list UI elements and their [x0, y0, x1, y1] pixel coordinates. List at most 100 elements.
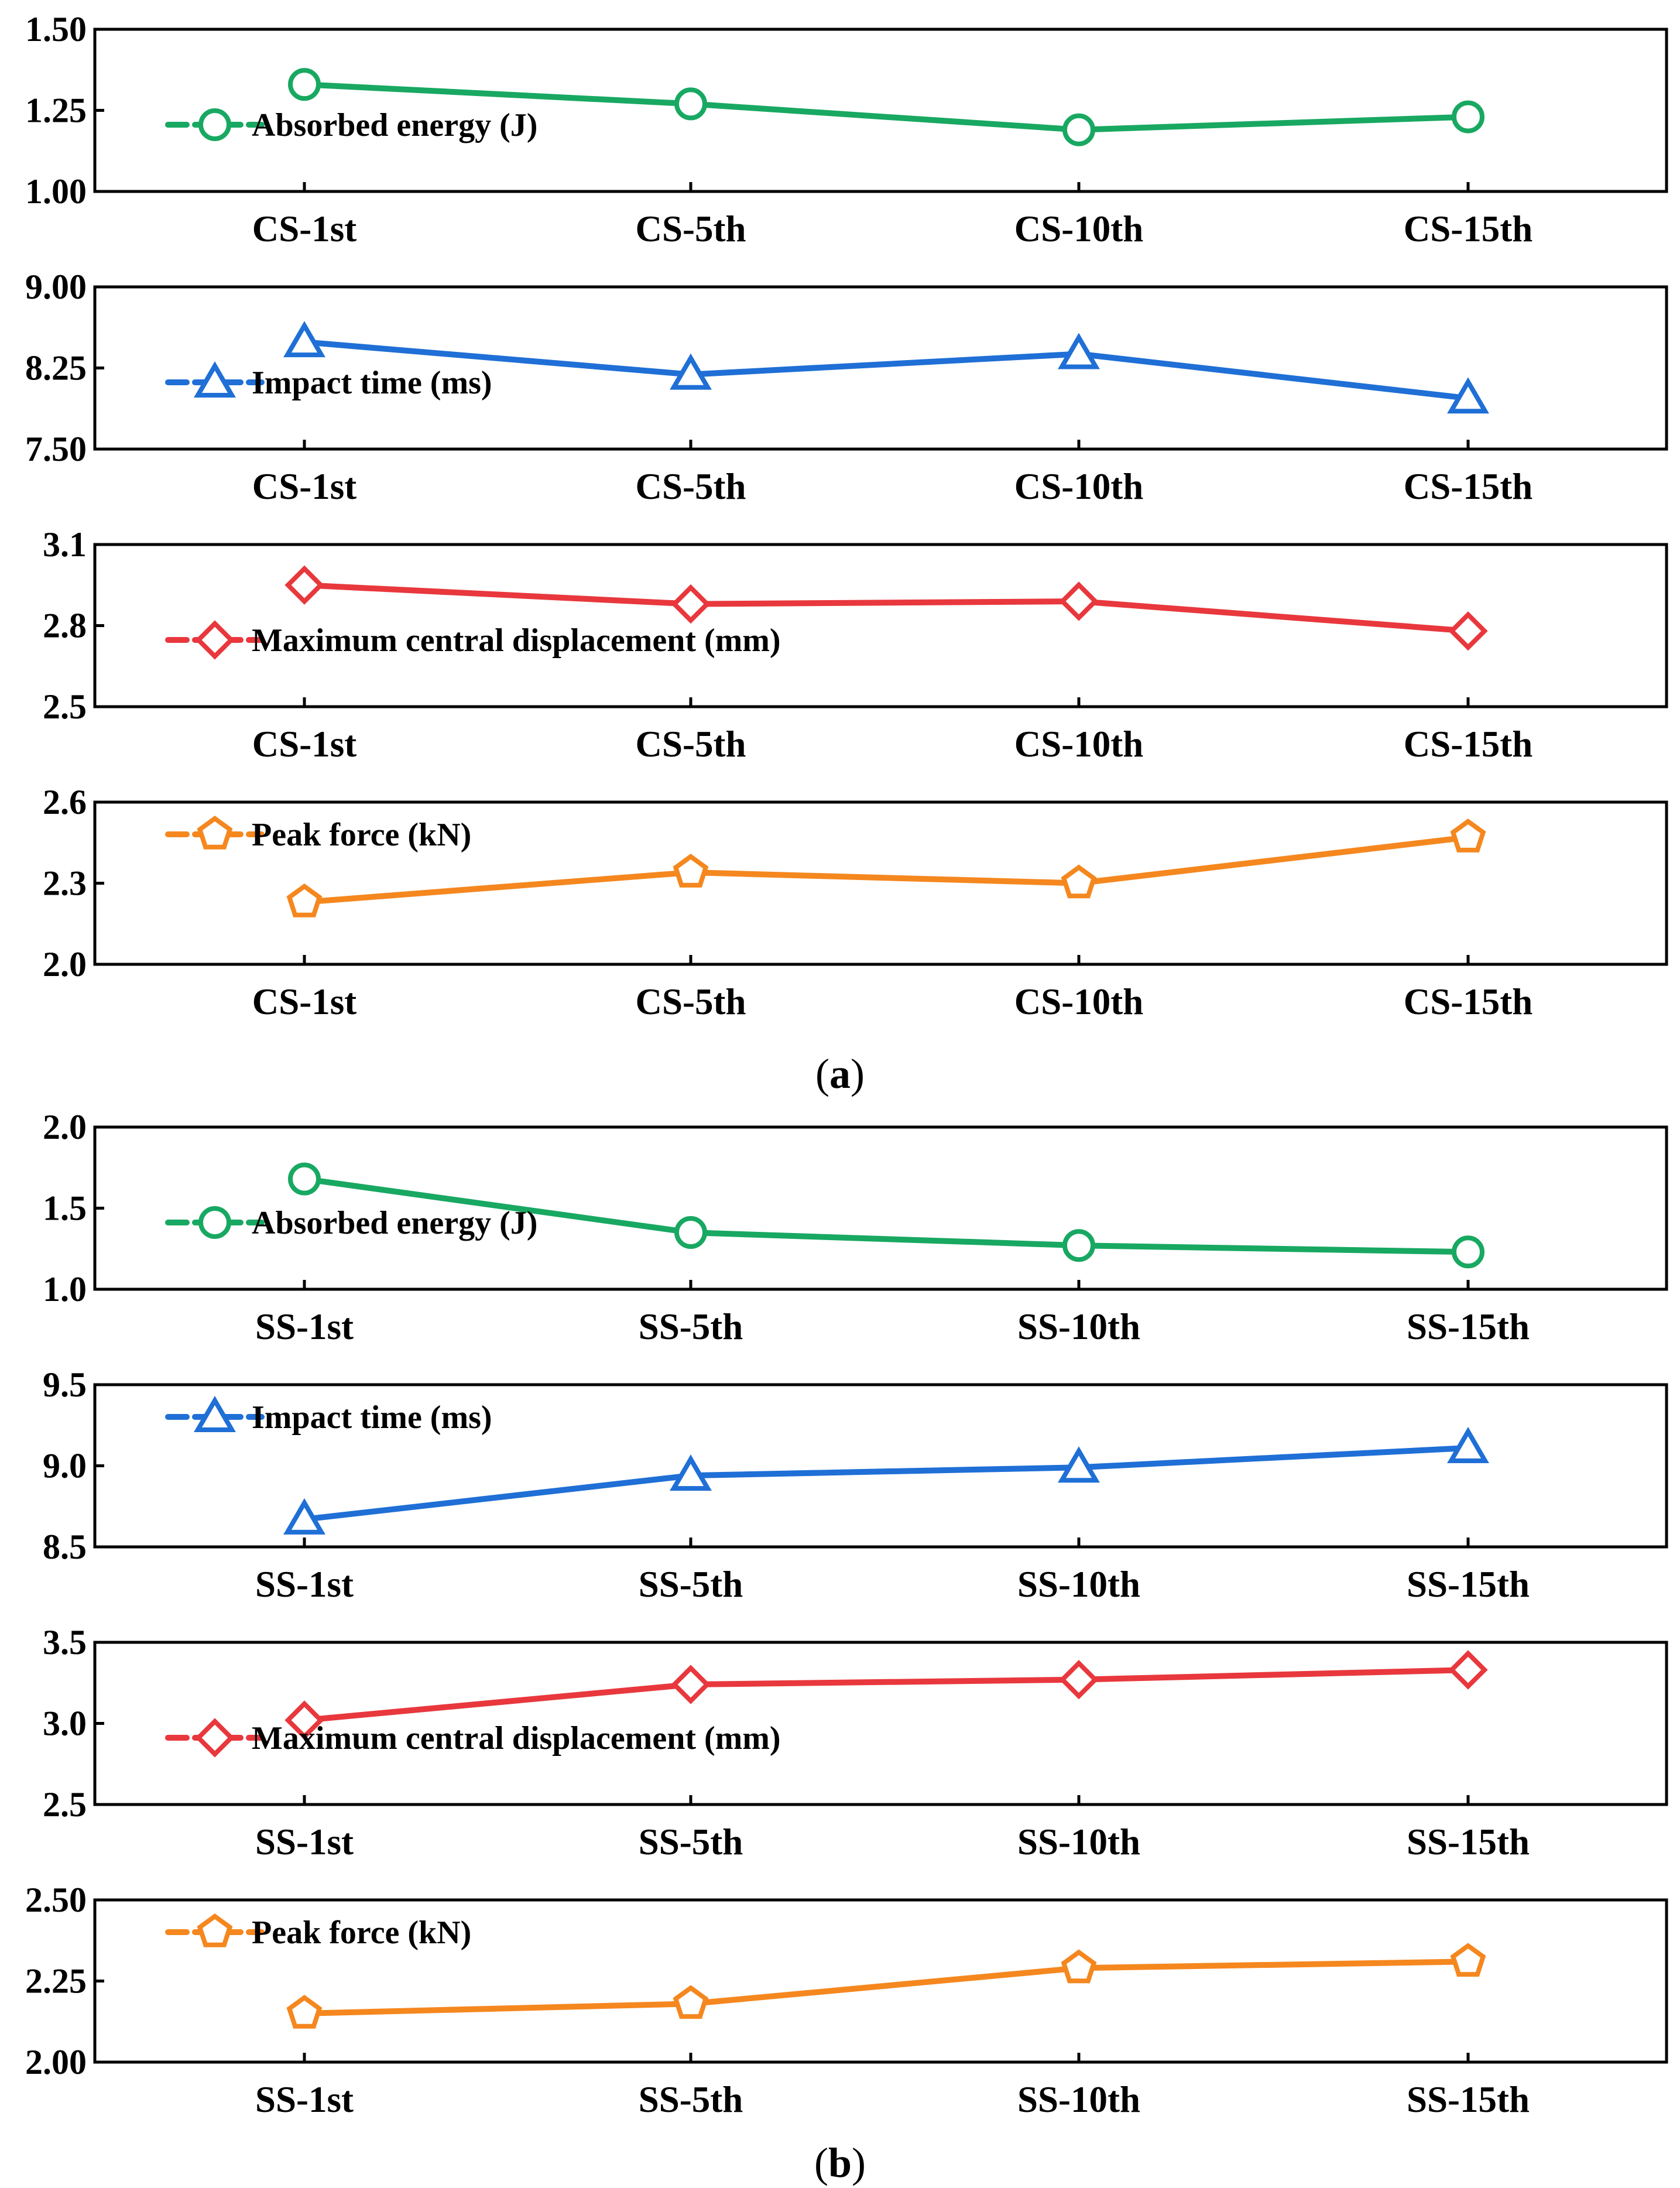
chart-a-4-x-tick-label: CS-5th [635, 981, 746, 1022]
chart-b-1-x-tick-label: SS-15th [1407, 1306, 1530, 1347]
chart-a-3-series-line [301, 582, 1471, 634]
chart-a-3-y-tick-label: 2.5 [43, 687, 87, 726]
chart-b-1-point-3 [1062, 1229, 1095, 1262]
chart-a-3-point-3 [1059, 581, 1099, 621]
chart-a-4-point-2 [673, 854, 709, 888]
chart-b-2-legend-label: Impact time (ms) [252, 1399, 492, 1436]
chart-b-2-y-tick-label: 9.5 [43, 1365, 87, 1404]
chart-a-1-x-tick-label: CS-15th [1404, 208, 1533, 249]
chart-b-4-x-tick-label: SS-15th [1407, 2079, 1530, 2120]
chart-b-3: 2.5 3.0 3.5 SS-1st SS-5th SS-10th SS-15th Maxim… [43, 1623, 1668, 1862]
chart-b-4-y-tick-label: 2.00 [25, 2043, 87, 2081]
chart-a-2-y-tick-label: 9.00 [25, 268, 87, 306]
chart-b-2-point-4 [1447, 1427, 1489, 1464]
chart-a-4-x-tick-label: CS-1st [252, 981, 357, 1022]
caption-b: (b) [814, 2139, 866, 2186]
chart-b-1-x-tick-label: SS-10th [1017, 1306, 1140, 1347]
chart-a-3-y-tick-label: 2.8 [43, 607, 87, 645]
chart-b-4-y-tick-label: 2.25 [25, 1962, 87, 2001]
chart-a-1-legend: Absorbed energy (J) [165, 107, 537, 143]
chart-b-3-x-tick-label: SS-5th [639, 1821, 743, 1862]
chart-b-3-legend: Maximum central displacement (mm) [165, 1718, 781, 1758]
caption-a: (a) [815, 1050, 865, 1097]
chart-a-4-point-1 [286, 883, 323, 917]
chart-b-4: 2.00 2.25 2.50 SS-1st SS-5th SS-10th SS-15th Pe… [25, 1881, 1668, 2120]
chart-b-2-y-tick-label: 8.5 [43, 1528, 87, 1566]
chart-a-1-y-tick-label: 1.00 [25, 172, 87, 211]
chart-a-3-y-tick-label: 3.1 [43, 525, 87, 564]
chart-a-3-legend: Maximum central displacement (mm) [165, 620, 781, 660]
chart-b-3-x-tick-label: SS-1st [255, 1821, 354, 1862]
chart-b-2-legend: Impact time (ms) [165, 1396, 492, 1436]
chart-b-2: 8.5 9.0 9.5 SS-1st SS-5th SS-10th SS-15th Impac… [43, 1365, 1668, 1605]
chart-a-2-legend-marker [194, 361, 236, 398]
chart-a-3-point-2 [671, 584, 711, 624]
chart-a-1-point-1 [288, 68, 321, 101]
chart-a-1: 1.00 1.25 1.50 CS-1st CS-5th CS-10th CS-15th Ab… [25, 10, 1668, 249]
chart-b-4-x-tick-label: SS-1st [255, 2079, 354, 2120]
chart-a-1-series-line [301, 81, 1471, 133]
panels: 1.00 1.25 1.50 CS-1st CS-5th CS-10th CS-15th Ab… [25, 10, 1668, 2120]
chart-a-1-x-tick-label: CS-1st [252, 208, 357, 249]
chart-a-4: 2.0 2.3 2.6 CS-1st CS-5th CS-10th CS-15th Peak … [43, 783, 1668, 1022]
chart-a-4-y-tick-label: 2.6 [43, 783, 87, 821]
chart-a-2-legend: Impact time (ms) [165, 361, 492, 401]
chart-a-3-point-1 [284, 565, 324, 605]
chart-a-2-series-line [301, 339, 1471, 402]
chart-b-1-y-tick-label: 1.0 [43, 1270, 87, 1309]
chart-b-3-point-2 [671, 1665, 711, 1704]
chart-b-1-y-tick-label: 1.5 [43, 1189, 87, 1228]
chart-b-3-y-tick-label: 3.0 [43, 1704, 87, 1743]
chart-a-2-y-tick-label: 8.25 [25, 349, 87, 388]
chart-a-3-x-tick-label: CS-10th [1014, 724, 1144, 765]
chart-b-1-legend: Absorbed energy (J) [165, 1205, 537, 1241]
chart-b-1-legend-marker [198, 1206, 231, 1239]
chart-a-3-x-tick-label: CS-1st [252, 724, 357, 765]
chart-a-2-legend-label: Impact time (ms) [252, 365, 492, 401]
chart-a-3-x-tick-label: CS-15th [1404, 724, 1533, 765]
chart-b-2-point-1 [283, 1498, 325, 1535]
chart-b-3-x-tick-label: SS-10th [1017, 1821, 1140, 1862]
chart-a-2-x-tick-label: CS-5th [635, 466, 746, 507]
chart-b-2-x-tick-label: SS-15th [1407, 1564, 1530, 1605]
chart-b-2-series-line [301, 1445, 1471, 1522]
chart-b-4-point-1 [286, 1994, 323, 2029]
chart-a-2-y-tick-label: 7.50 [25, 430, 87, 468]
chart-b-2-point-2 [670, 1454, 712, 1491]
chart-b-4-legend: Peak force (kN) [165, 1913, 471, 1951]
chart-a-1-y-tick-label: 1.25 [25, 91, 87, 130]
chart-a-1-point-4 [1452, 100, 1484, 133]
chart-b-1-y-tick-label: 2.0 [43, 1108, 87, 1146]
chart-a-4-legend-label: Peak force (kN) [252, 817, 471, 853]
chart-a-2: 7.50 8.25 9.00 CS-1st CS-5th CS-10th CS-15th Im… [25, 268, 1668, 507]
chart-b-1-x-tick-label: SS-5th [639, 1306, 743, 1347]
chart-a-2-point-4 [1447, 377, 1489, 414]
chart-a-1-x-tick-label: CS-10th [1014, 208, 1144, 249]
chart-a-4-x-tick-label: CS-15th [1404, 981, 1533, 1022]
chart-a-2-x-tick-label: CS-1st [252, 466, 357, 507]
chart-b-4-legend-label: Peak force (kN) [252, 1915, 471, 1951]
chart-b-3-x-tick-label: SS-15th [1407, 1821, 1530, 1862]
chart-b-4-point-4 [1450, 1943, 1486, 1977]
chart-a-1-x-tick-label: CS-5th [635, 208, 746, 249]
chart-a-2-x-tick-label: CS-10th [1014, 466, 1144, 507]
chart-b-3-legend-label: Maximum central displacement (mm) [252, 1720, 781, 1756]
chart-b-1: 1.0 1.5 2.0 SS-1st SS-5th SS-10th SS-15th Absor… [43, 1108, 1668, 1347]
chart-a-3: 2.5 2.8 3.1 CS-1st CS-5th CS-10th CS-15th Maxim… [43, 525, 1668, 765]
chart-a-2-point-3 [1058, 333, 1100, 369]
chart-b-4-y-tick-label: 2.50 [25, 1881, 87, 1919]
chart-a-4-y-tick-label: 2.0 [43, 945, 87, 984]
chart-b-2-x-tick-label: SS-1st [255, 1564, 354, 1605]
chart-a-4-legend: Peak force (kN) [165, 816, 471, 853]
chart-b-1-point-4 [1452, 1235, 1484, 1269]
chart-b-2-y-tick-label: 9.0 [43, 1447, 87, 1485]
chart-b-3-y-tick-label: 3.5 [43, 1623, 87, 1662]
chart-a-3-legend-marker [195, 620, 235, 660]
chart-a-4-series-line [301, 834, 1471, 905]
chart-b-1-point-1 [288, 1162, 321, 1196]
chart-b-3-series-line [301, 1667, 1471, 1723]
chart-a-3-point-4 [1448, 611, 1488, 651]
chart-a-3-legend-label: Maximum central displacement (mm) [252, 622, 781, 659]
chart-b-2-point-3 [1058, 1446, 1100, 1483]
